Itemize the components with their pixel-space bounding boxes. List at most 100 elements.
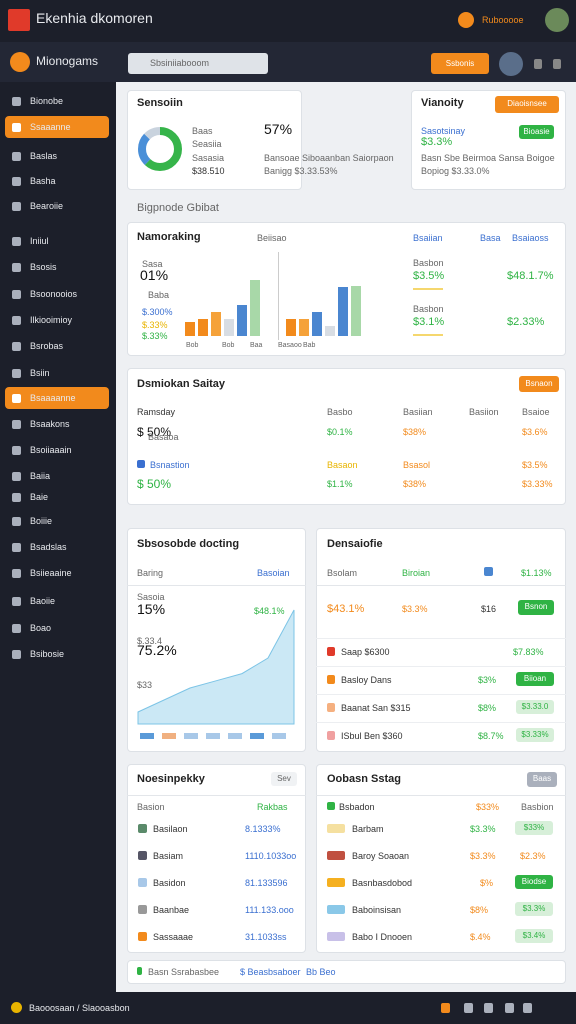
nav-item[interactable]: Boiiie — [30, 516, 53, 526]
label: Babo I Dnooen — [352, 932, 413, 942]
nav-item[interactable]: Bsaakons — [30, 419, 70, 429]
badge[interactable]: $33% — [515, 821, 553, 835]
axis-label: Bob — [186, 342, 199, 349]
card-button[interactable]: Diaoisnsee — [495, 96, 559, 113]
donut — [138, 127, 182, 171]
cell: $3.6% — [522, 427, 548, 437]
badge[interactable]: Biioan — [516, 672, 554, 686]
bar — [185, 322, 195, 336]
row-icon — [327, 731, 335, 740]
bar — [325, 325, 335, 336]
icon[interactable] — [553, 59, 561, 69]
nav-item[interactable]: Ilkiooimioy — [30, 315, 73, 325]
nav-item[interactable]: Bsiin — [30, 368, 50, 378]
icon[interactable] — [534, 59, 542, 69]
divider — [127, 795, 306, 796]
nav-icon — [12, 446, 21, 455]
cell: $ 50% — [137, 425, 172, 439]
label: $.4% — [470, 932, 491, 942]
card-title: Oobasn Sstag — [327, 773, 401, 785]
nav-item[interactable]: Bsoiiaaain — [30, 445, 72, 455]
badge[interactable]: $3.33% — [516, 728, 554, 742]
nav-item[interactable]: Baslas — [30, 151, 58, 161]
section-title: Bigpnode Gbibat — [137, 202, 219, 214]
avatar[interactable] — [545, 8, 569, 32]
nav-item[interactable]: Bsiieaaine — [30, 568, 72, 578]
cell: $38% — [403, 427, 427, 437]
cell: $1.1% — [327, 479, 353, 489]
badge[interactable]: Bsnon — [518, 600, 554, 615]
nav-item[interactable]: Iniiul — [30, 236, 49, 246]
label: $38.510 — [192, 166, 225, 176]
nav-item[interactable]: Bsoonooios — [30, 289, 78, 299]
label: Basbon — [413, 258, 444, 268]
row-icon — [138, 905, 147, 914]
nav-item[interactable]: Basha — [30, 176, 56, 186]
badge[interactable]: $3.3% — [515, 902, 553, 916]
card-title: Sensoiin — [137, 97, 183, 109]
chip[interactable]: Sev — [271, 772, 297, 786]
badge[interactable]: $3.4% — [515, 929, 553, 943]
badge[interactable]: Biodse — [515, 875, 553, 889]
account-name: Rubooooe — [482, 15, 524, 25]
nav-icon — [12, 543, 21, 552]
label: Basiam — [153, 851, 184, 861]
nav-icon — [12, 342, 21, 351]
nav-item[interactable]: Bsadslas — [30, 542, 67, 552]
header-button[interactable]: Ssbonis — [431, 53, 489, 74]
sidebar — [0, 82, 116, 992]
chip[interactable]: Baas — [527, 772, 557, 787]
bar — [250, 280, 260, 336]
footer-icon — [137, 967, 142, 975]
column-header: Bsaioe — [522, 407, 550, 417]
search-box[interactable] — [128, 53, 268, 74]
tray-icon[interactable] — [441, 1003, 450, 1013]
nav-item[interactable]: Baoiie — [30, 596, 56, 606]
label: Bsolam — [327, 568, 358, 578]
label: $3.5% — [413, 270, 445, 282]
legend-swatch — [250, 733, 264, 739]
legend-swatch — [140, 733, 154, 739]
label: $3% — [478, 675, 497, 685]
footer-link: $ Beasbsaboer — [240, 967, 301, 977]
nav-item[interactable]: Bionobe — [30, 96, 64, 106]
label: Sasoia — [137, 592, 165, 602]
header-avatar[interactable] — [499, 52, 523, 76]
label: Baas — [192, 126, 213, 136]
nav-active[interactable] — [5, 387, 109, 409]
nav-active[interactable] — [5, 116, 109, 138]
card-title: Sbsosobde docting — [137, 538, 240, 550]
tray-icon[interactable] — [505, 1003, 514, 1013]
axis-label: Basaoo — [278, 342, 302, 349]
card-title: Densaiofie — [327, 538, 383, 550]
account-icon[interactable] — [458, 12, 474, 28]
nav-item[interactable]: Bsrobas — [30, 341, 64, 351]
row-icon — [137, 460, 145, 468]
row-icon — [327, 824, 345, 833]
tray-icon[interactable] — [523, 1003, 532, 1013]
divider — [316, 585, 566, 586]
nav-item[interactable]: Bearoiie — [30, 201, 64, 211]
badge[interactable]: Bioasie — [519, 125, 554, 139]
nav-icon — [12, 569, 21, 578]
nav-item[interactable]: Boao — [30, 623, 52, 633]
badge[interactable]: $3.33.0 — [516, 700, 554, 714]
label: Barbam — [352, 824, 384, 834]
nav-icon — [12, 517, 21, 526]
tray-icon[interactable] — [484, 1003, 493, 1013]
nav-item[interactable]: Baiia — [30, 471, 51, 481]
nav-icon — [12, 237, 21, 246]
bottom-logo — [11, 1002, 22, 1013]
nav-item[interactable]: Bsibosie — [30, 649, 65, 659]
axis-label: Baa — [250, 342, 263, 349]
label: Sasotsinay — [421, 126, 466, 136]
card-button[interactable]: Bsnaon — [519, 376, 559, 392]
nav-item[interactable]: Ssaaanne — [30, 122, 71, 132]
nav-item[interactable]: Baie — [30, 492, 49, 502]
cell: Basaon — [327, 460, 358, 470]
label: Rakbas — [257, 802, 288, 812]
nav-item[interactable]: Bsosis — [30, 262, 57, 272]
tray-icon[interactable] — [464, 1003, 473, 1013]
nav-item[interactable]: Bsaaaanne — [30, 393, 76, 403]
label: 15% — [137, 601, 166, 617]
